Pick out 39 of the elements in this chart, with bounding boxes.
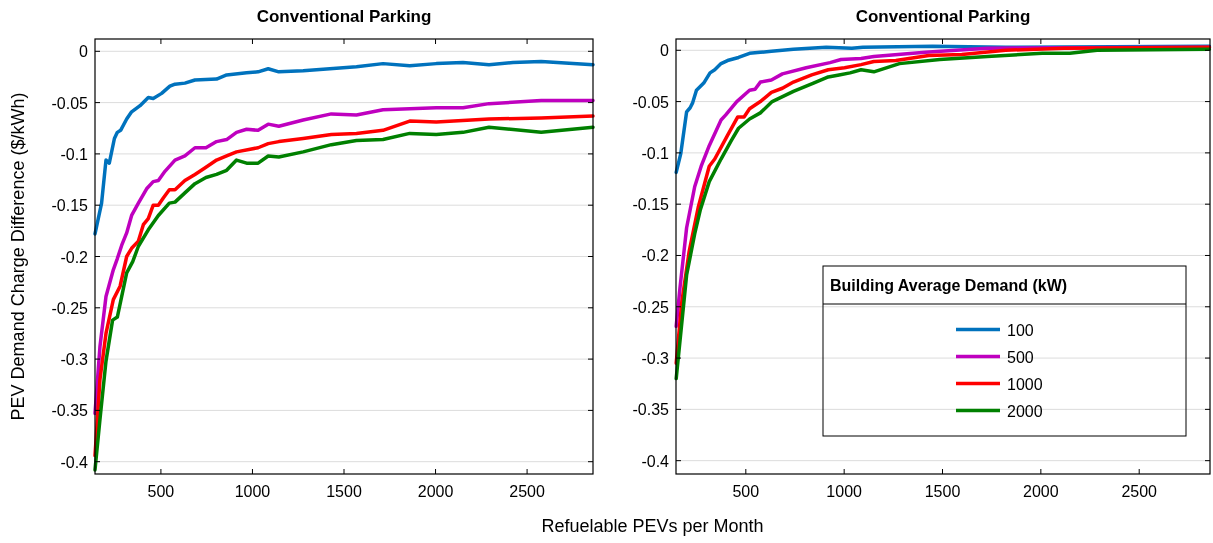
y-tick-label: -0.35 <box>632 401 670 419</box>
y-tick-label: -0.4 <box>641 452 670 470</box>
chart-title: Conventional Parking <box>256 7 432 26</box>
y-tick-label: -0.15 <box>51 197 89 215</box>
x-tick-label: 500 <box>732 483 760 500</box>
y-tick-label: -0.05 <box>51 94 89 112</box>
x-tick-label: 2000 <box>1023 483 1059 500</box>
y-tick-label: -0.15 <box>632 196 670 214</box>
y-tick-label: -0.3 <box>641 350 670 368</box>
x-tick-label: 1500 <box>326 483 362 500</box>
legend-label: 500 <box>1007 348 1034 366</box>
y-tick-label: -0.25 <box>632 298 670 316</box>
y-tick-label: -0.1 <box>641 144 670 162</box>
y-tick-label: -0.3 <box>60 351 89 369</box>
x-axis-title: Refuelable PEVs per Month <box>541 516 764 536</box>
legend-label: 2000 <box>1007 402 1043 420</box>
legend-label: 1000 <box>1007 375 1043 393</box>
x-tick-label: 1000 <box>826 483 863 500</box>
line-series <box>93 98 595 416</box>
legend-label: 100 <box>1007 321 1034 339</box>
x-tick-label: 2500 <box>1121 483 1158 500</box>
x-tick-label: 2000 <box>417 483 454 500</box>
y-tick-label: -0.1 <box>60 145 89 163</box>
y-tick-label: 0 <box>660 42 670 60</box>
y-tick-label: -0.35 <box>51 402 89 420</box>
y-tick-label: -0.05 <box>632 93 670 111</box>
x-tick-label: 1500 <box>924 483 961 500</box>
line-series <box>93 59 595 236</box>
y-tick-label: 0 <box>79 43 89 61</box>
x-tick-label: 500 <box>147 483 175 500</box>
x-tick-label: 2500 <box>509 483 545 500</box>
x-tick-label: 1000 <box>234 483 271 500</box>
y-tick-label: -0.25 <box>51 299 89 317</box>
legend-title: Building Average Demand (kW) <box>830 277 1068 294</box>
y-tick-label: -0.2 <box>641 247 670 265</box>
chart-title: Conventional Parking <box>855 7 1031 26</box>
y-axis-title: PEV Demand Charge Difference ($/kWh) <box>8 92 28 421</box>
y-tick-label: -0.4 <box>60 453 89 471</box>
y-tick-label: -0.2 <box>60 248 89 266</box>
